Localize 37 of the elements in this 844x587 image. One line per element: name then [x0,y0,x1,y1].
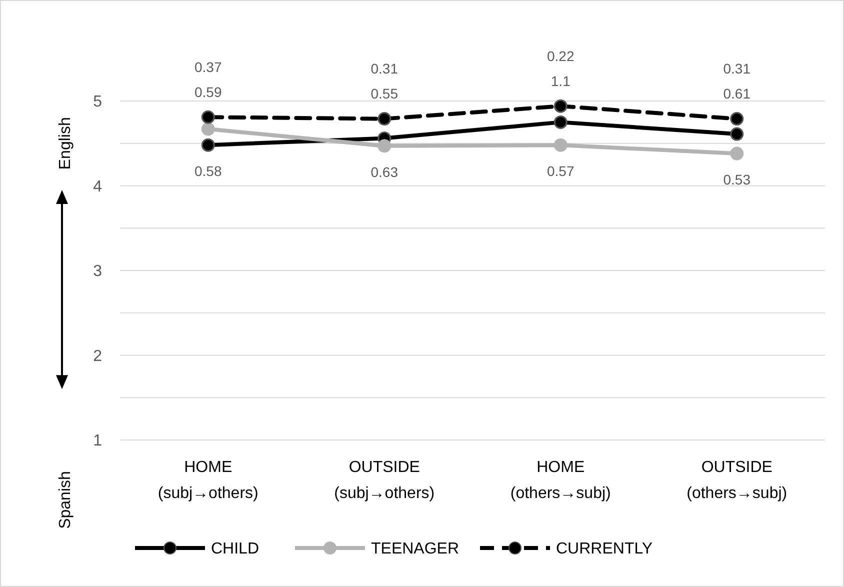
annotation: 0.61 [723,86,751,102]
point [201,122,215,136]
point [201,110,215,124]
y-tick-label: 3 [93,263,102,280]
annotation: 0.53 [723,171,751,188]
legend-label: CHILD [211,540,260,558]
text: English [57,117,74,170]
x-tick-label: HOME (subj→others) [158,459,258,502]
x-tick-label: OUTSIDE (others→subj) [686,459,788,502]
annotation: 0.57 [547,162,574,179]
point [554,99,568,113]
annotation: 0.58 [194,162,222,179]
point [378,139,392,153]
annotation: 0.55 [370,86,398,102]
point [201,138,215,152]
legend-label: TEENAGER [371,540,460,558]
point [730,146,744,160]
text: 0.31 [723,60,751,77]
point [730,127,744,141]
point [554,138,568,152]
point [730,112,744,126]
text: Spanish [57,471,74,529]
legend-label: CURRENTLY [556,540,653,558]
point [378,112,392,126]
x-tick-label: HOME (others→subj) [510,459,611,502]
text: 0.59 [194,84,222,100]
x-tick-label: OUTSIDE (subj→others) [334,459,435,502]
y-tick-label: 2 [93,348,102,365]
y-tick-label: 4 [93,178,102,196]
text: 0.31 [370,60,398,77]
text: 0.37 [194,59,222,76]
y-tick-label: 5 [93,94,102,111]
text: 1.1 [550,72,571,89]
annotation: 0.63 [370,164,398,180]
text: 0.22 [547,48,574,64]
point [554,115,568,129]
y-tick-label: 1 [93,432,102,450]
